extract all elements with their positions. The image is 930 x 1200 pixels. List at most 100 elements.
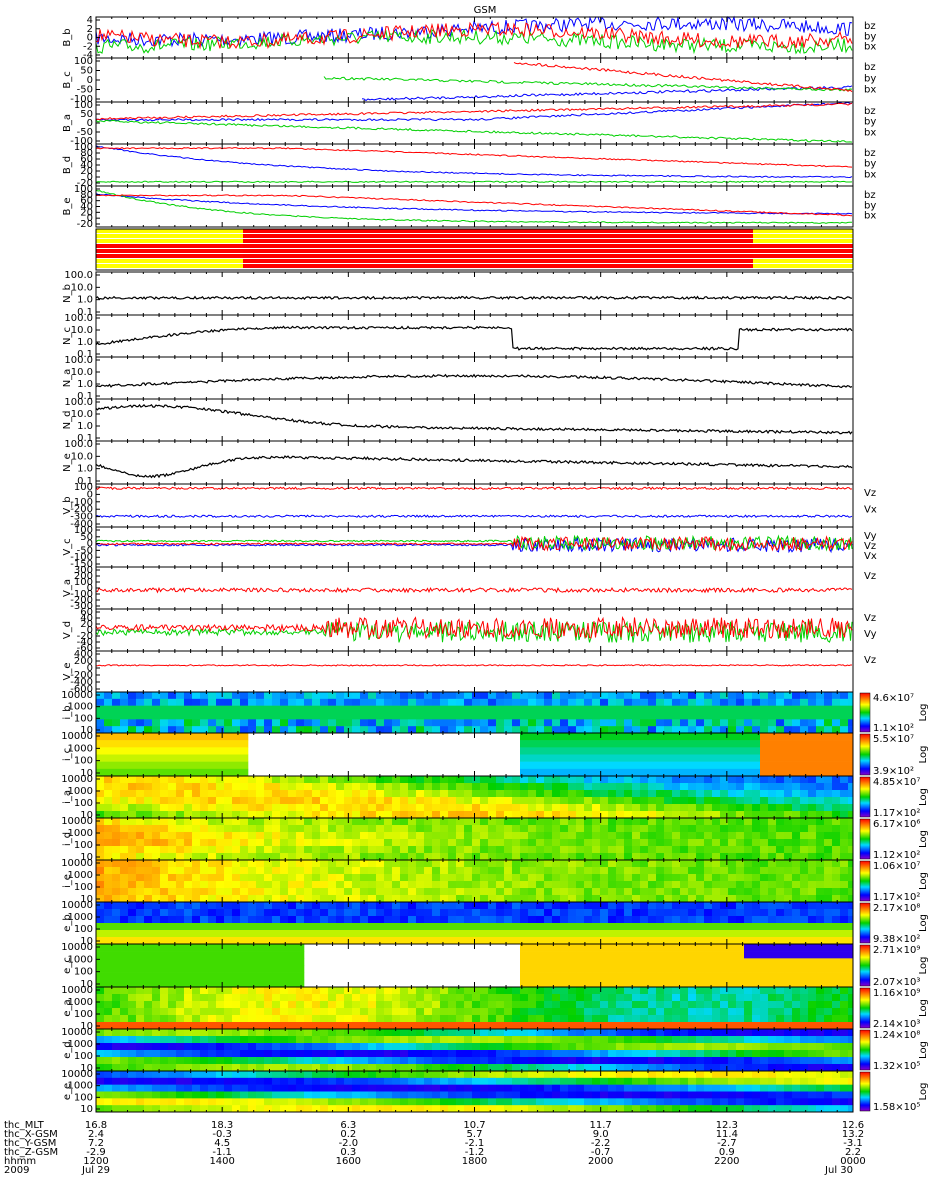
heatmap-cell (120, 705, 129, 713)
heatmap-cell (624, 825, 633, 833)
heatmap-cell (744, 776, 753, 784)
heatmap-cell (448, 860, 457, 868)
heatmap-cell (848, 895, 854, 903)
heatmap-cell (480, 797, 489, 805)
heatmap-cell (224, 804, 233, 812)
heatmap-cell (720, 698, 729, 706)
heatmap-cell (160, 832, 169, 840)
y-tick-label: 10.0 (71, 282, 93, 293)
heatmap-cell (680, 825, 689, 833)
heatmap-cell (608, 747, 617, 755)
heatmap-cell (768, 776, 777, 784)
heatmap-cell (472, 895, 481, 903)
heatmap-cell (776, 761, 785, 770)
heatmap-cell (616, 825, 625, 833)
heatmap-cell (696, 825, 705, 833)
heatmap-cell (744, 888, 753, 896)
heatmap-cell (672, 846, 681, 854)
heatmap-cell (136, 783, 145, 791)
y-tick-label: 60 (80, 154, 93, 165)
heatmap-cell (424, 790, 433, 798)
heatmap-cell (168, 846, 177, 854)
heatmap-cell (520, 726, 529, 734)
heatmap-cell (416, 860, 425, 868)
heatmap-cell (128, 832, 137, 840)
heatmap-cell (232, 797, 241, 805)
heatmap-cell (808, 881, 817, 889)
heatmap-cell (760, 811, 769, 819)
heatmap-cell (336, 719, 345, 727)
heatmap-cell (264, 726, 273, 734)
heatmap-cell (736, 790, 745, 798)
heatmap-cell (704, 895, 713, 903)
heatmap-cell (288, 860, 297, 868)
heatmap-cell (824, 719, 833, 727)
heatmap-cell (544, 874, 553, 882)
heatmap-cell (736, 804, 745, 812)
legend-entry: Vz (864, 571, 876, 582)
heatmap-cell (376, 825, 385, 833)
heatmap-cell (824, 761, 833, 770)
heatmap-cell (96, 902, 105, 910)
heatmap-cell (704, 712, 713, 720)
heatmap-cell (416, 797, 425, 805)
heatmap-cell (696, 867, 705, 875)
heatmap-cell (712, 776, 721, 784)
heatmap-cell (504, 853, 513, 861)
heatmap-cell (112, 761, 121, 770)
heatmap-cell (784, 797, 793, 805)
heatmap-cell (816, 888, 825, 896)
heatmap-cell (144, 698, 153, 706)
heatmap-cell (640, 874, 649, 882)
heatmap-cell (808, 818, 817, 826)
heatmap-cell (504, 790, 513, 798)
heatmap-cell (192, 761, 201, 770)
heatmap-cell (768, 726, 777, 734)
heatmap-cell (192, 733, 201, 741)
heatmap-cell (704, 832, 713, 840)
heatmap-cell (824, 853, 833, 861)
heatmap-cell (512, 726, 521, 734)
heatmap-cell (136, 754, 145, 762)
heatmap-cell (648, 790, 657, 798)
heatmap-cell (320, 895, 329, 903)
heatmap-cell (184, 740, 193, 748)
heatmap-cell (600, 698, 609, 706)
heatmap-cell (264, 719, 273, 727)
heatmap-cell (840, 761, 849, 770)
heatmap-cell (824, 698, 833, 706)
heatmap-cell (136, 916, 145, 924)
heatmap-cell (736, 783, 745, 791)
heatmap-cell (752, 874, 761, 882)
heatmap-cell (704, 881, 713, 889)
heatmap-cell (552, 839, 561, 847)
heatmap-cell (592, 832, 601, 840)
heatmap-cell (264, 776, 273, 784)
heatmap-cell (704, 839, 713, 847)
heatmap-cell (112, 733, 121, 741)
heatmap-cell (608, 692, 617, 700)
heatmap-cell (792, 881, 801, 889)
heatmap-cell (432, 895, 441, 903)
heatmap-cell (424, 825, 433, 833)
heatmap-cell (152, 937, 161, 945)
heatmap-cell (720, 712, 729, 720)
heatmap-cell (832, 698, 841, 706)
heatmap-cell (400, 797, 409, 805)
heatmap-cell (528, 776, 537, 784)
heatmap-cell (96, 740, 105, 748)
heatmap-cell (456, 825, 465, 833)
heatmap-cell (296, 783, 305, 791)
heatmap-cell (360, 825, 369, 833)
legend-entry: Vx (864, 551, 877, 562)
heatmap-cell (264, 818, 273, 826)
y-tick-label: 100 (74, 100, 93, 111)
y-tick-label: 50 (80, 109, 93, 120)
heatmap-cell (432, 839, 441, 847)
heatmap-cell (224, 790, 233, 798)
heatmap-cell (120, 888, 129, 896)
heatmap-cell (448, 776, 457, 784)
heatmap-cell (728, 776, 737, 784)
heatmap-cell (760, 747, 769, 755)
